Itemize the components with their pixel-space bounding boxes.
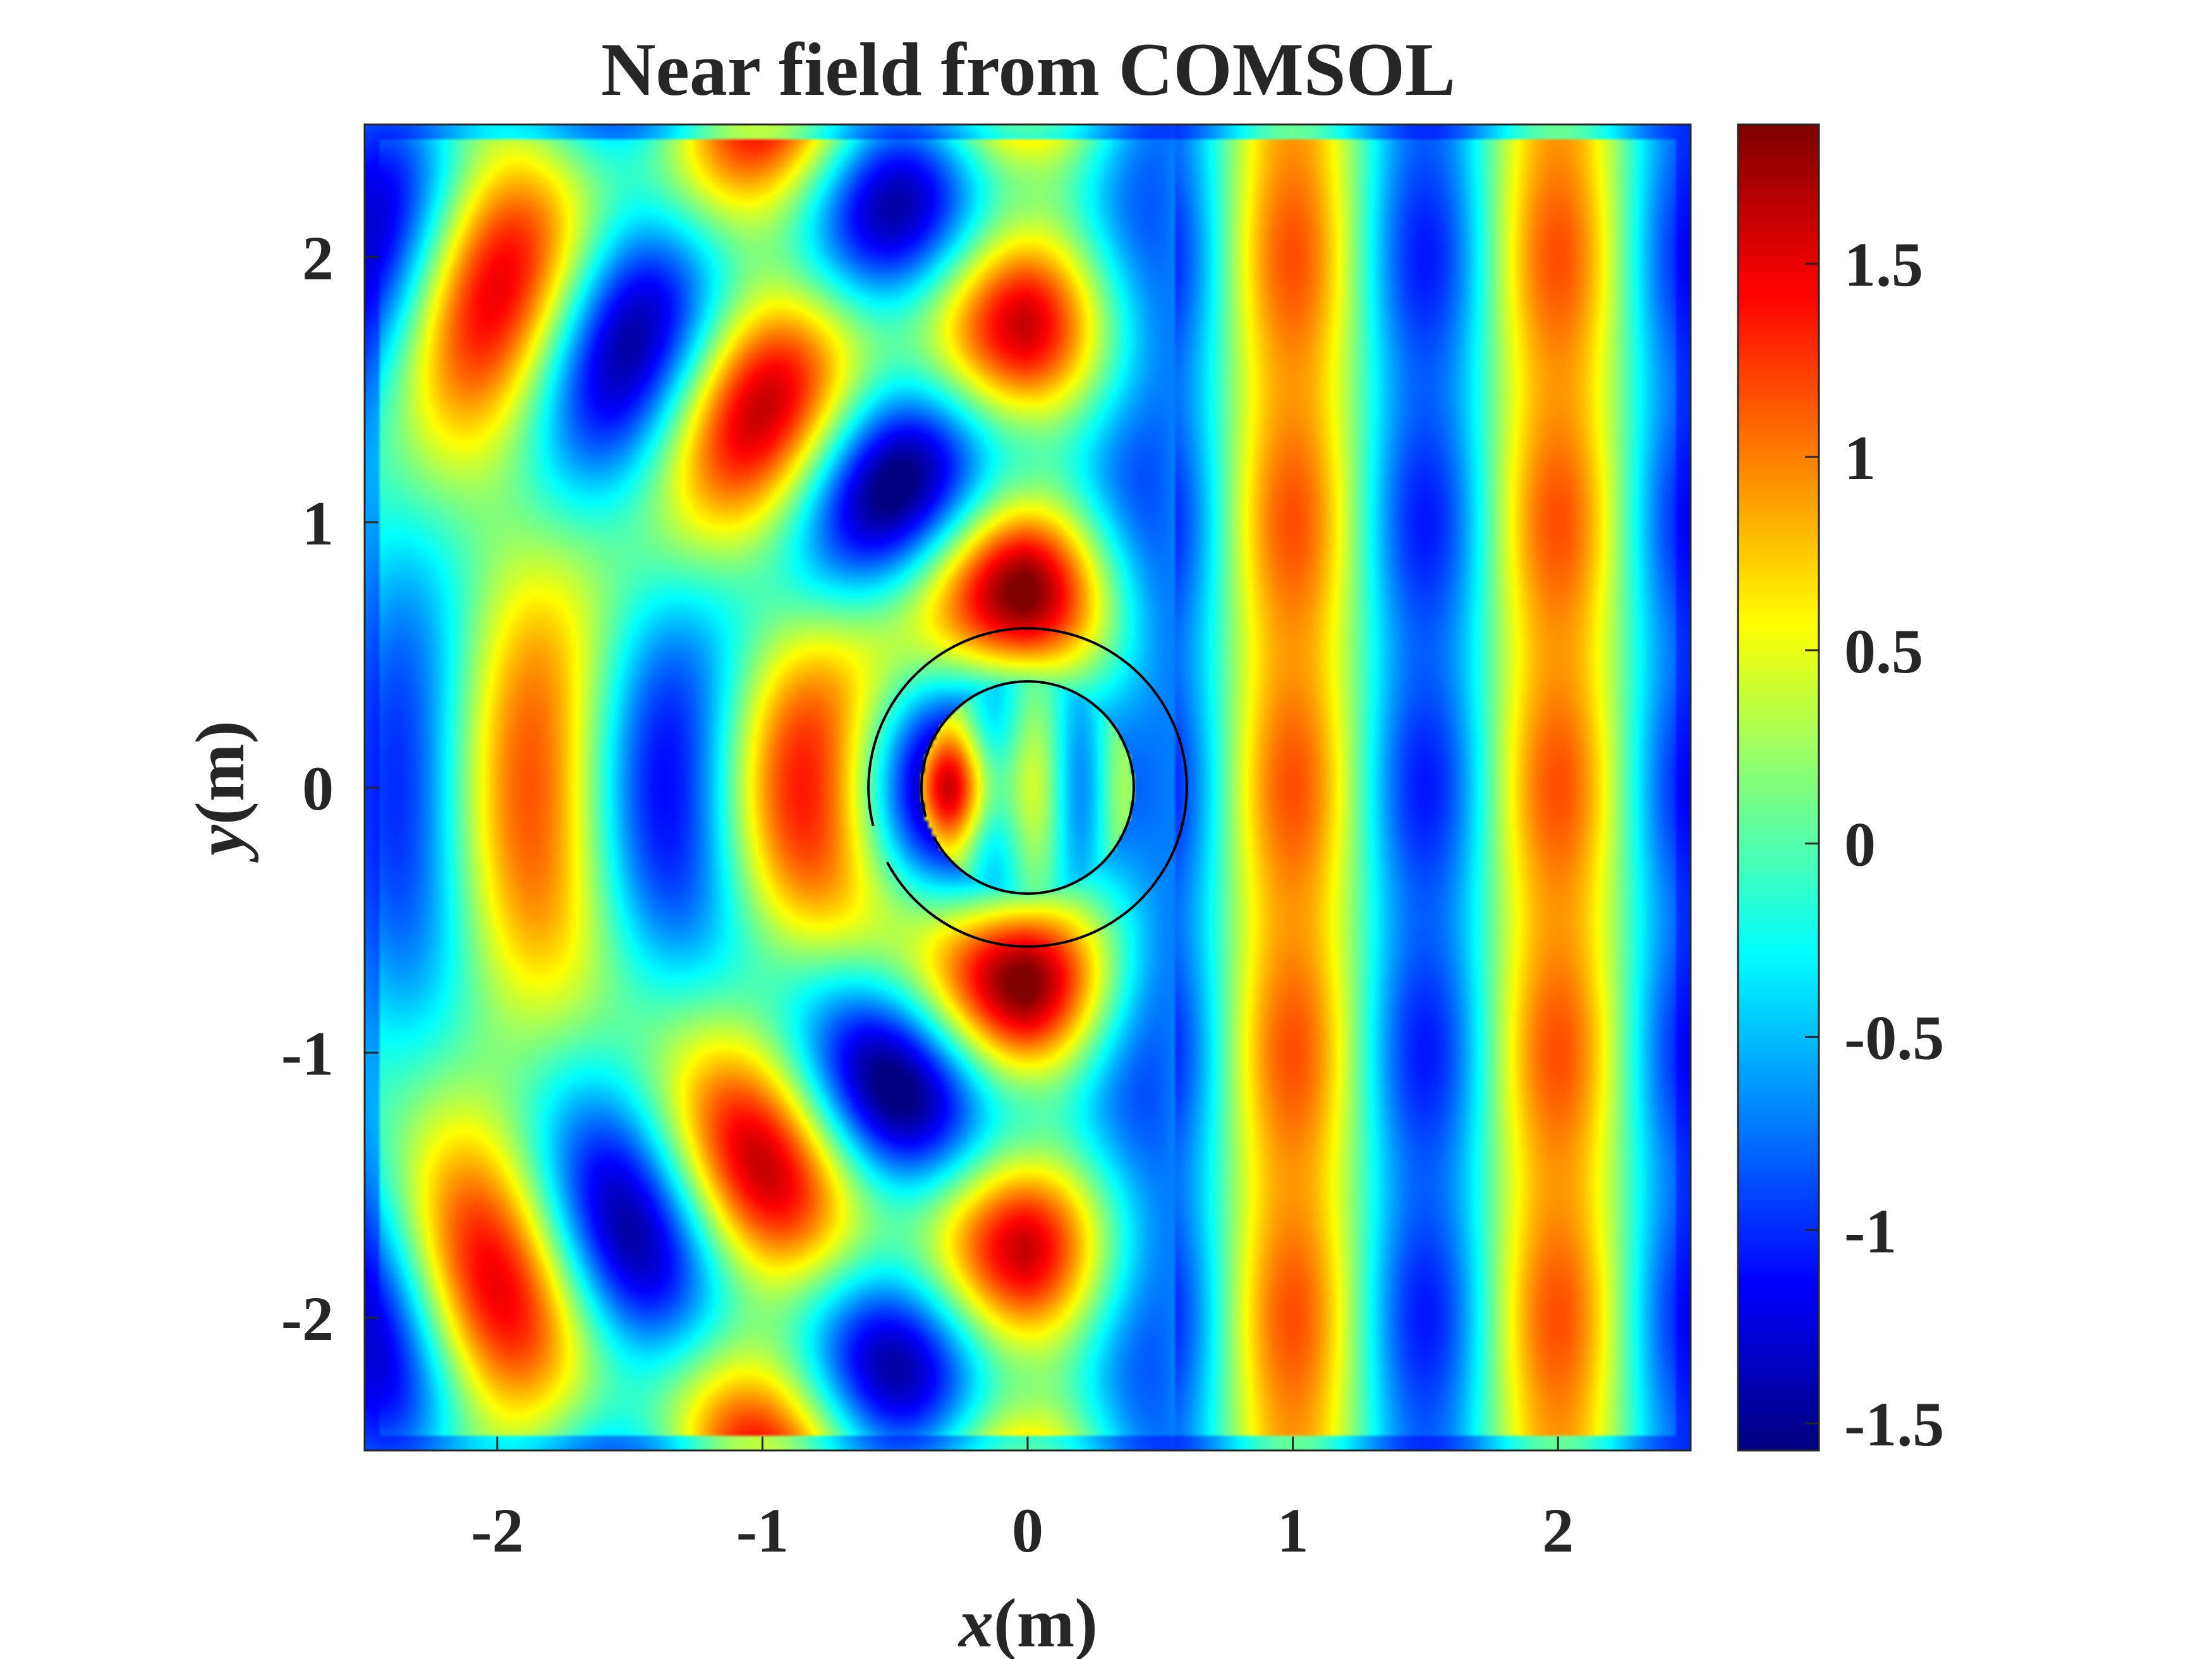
- x-tick-label: 2: [1542, 1495, 1574, 1565]
- y-axis-label: y(m): [181, 720, 258, 863]
- chart-title: Near field from COMSOL: [601, 27, 1455, 111]
- y-tick-label: 0: [302, 753, 334, 823]
- x-axis-label: x(m): [957, 1584, 1098, 1659]
- x-tick-label: 1: [1277, 1495, 1309, 1565]
- plot-area: [363, 123, 1692, 1452]
- x-axis-label-unit: (m): [994, 1584, 1098, 1659]
- contour-overlays: [867, 627, 1188, 948]
- colorbar-ticks: -1.5 -1 -0.5 0 0.5 1 1.5: [1805, 229, 1944, 1459]
- y-axis-label-unit: (m): [181, 720, 258, 825]
- x-tick-label: -1: [736, 1495, 789, 1565]
- colorbar: -1.5 -1 -0.5 0 0.5 1 1.5: [1737, 123, 1944, 1459]
- heatmap-image: [365, 125, 1691, 1450]
- colorbar-tick-label: 0: [1844, 810, 1876, 880]
- colorbar-tick-label: 1: [1844, 423, 1876, 493]
- inner-shell-contour: [920, 680, 1135, 895]
- outer-shell-contour: [867, 627, 1188, 948]
- y-tick-label: -1: [281, 1019, 334, 1089]
- x-tick-label: -2: [471, 1495, 523, 1565]
- x-axis-ticks: -2 -1 0 1 2: [471, 1437, 1574, 1565]
- colorbar-frame: [1737, 123, 1820, 1452]
- colorbar-gradient: [1738, 125, 1819, 1450]
- colorbar-tick-label: -1.5: [1844, 1389, 1944, 1459]
- y-axis-ticks: -2 -1 0 1 2: [281, 223, 379, 1354]
- colorbar-tick-label: 1.5: [1844, 229, 1923, 300]
- colorbar-tick-label: 0.5: [1844, 616, 1923, 686]
- y-tick-label: 1: [302, 488, 334, 558]
- x-axis-label-var: x: [957, 1584, 994, 1659]
- x-tick-label: 0: [1012, 1495, 1043, 1565]
- y-axis-label-var: y: [181, 824, 258, 863]
- colorbar-tick-label: -0.5: [1844, 1003, 1944, 1073]
- y-tick-label: -2: [281, 1284, 334, 1354]
- y-tick-label: 2: [302, 223, 334, 293]
- colorbar-tick-label: -1: [1844, 1196, 1897, 1266]
